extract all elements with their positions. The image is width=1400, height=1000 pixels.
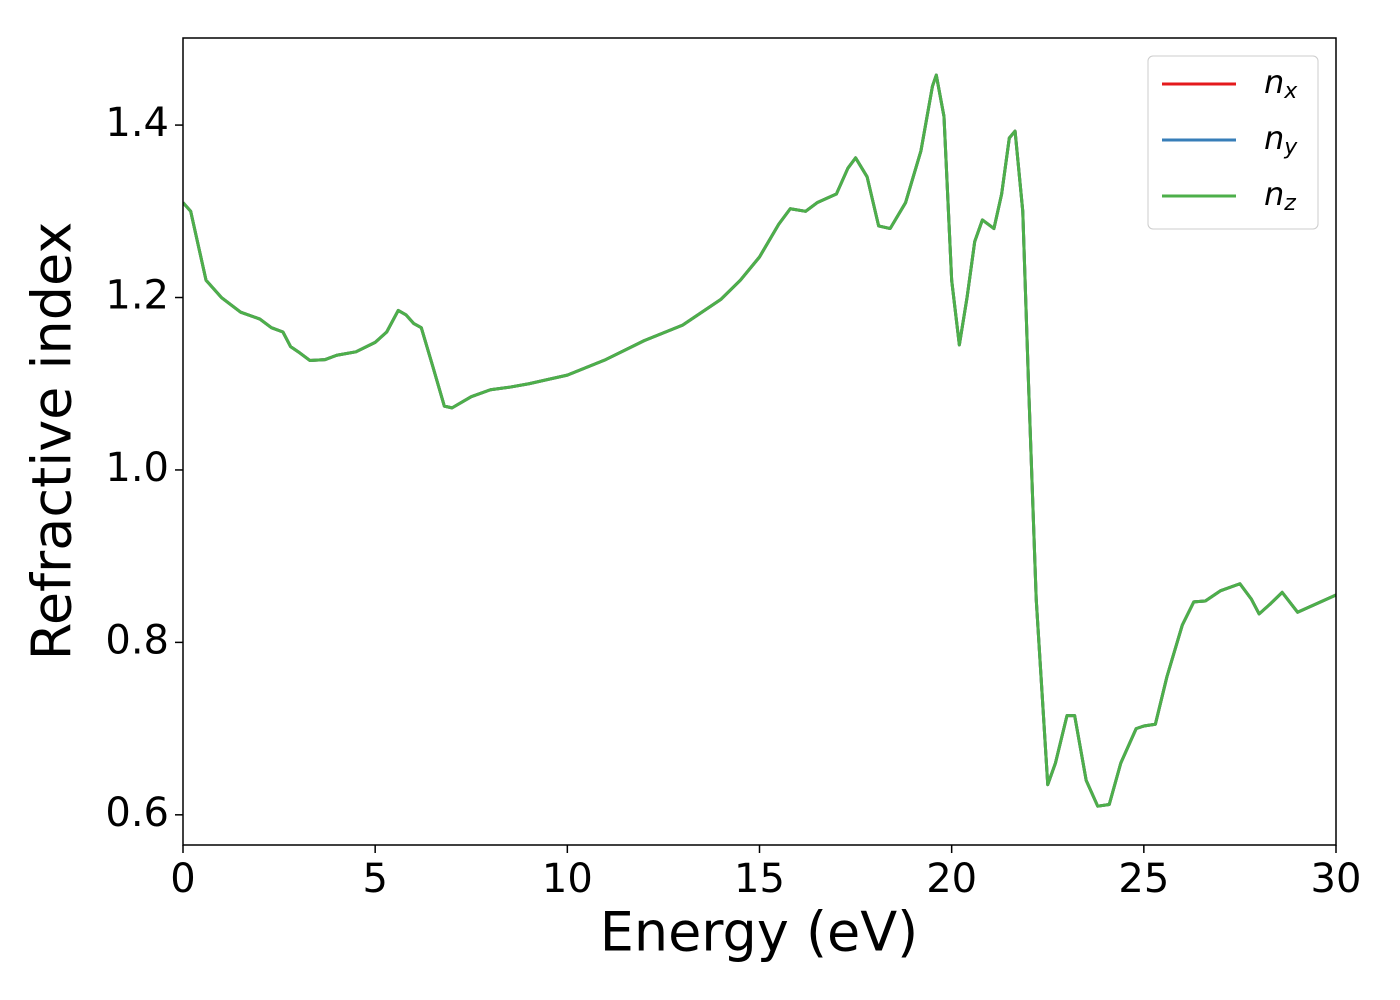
y-tick-label: 0.6	[105, 790, 169, 836]
y-axis-label: Refractive index	[21, 222, 84, 661]
x-tick-label: 20	[926, 856, 977, 902]
plot-frame	[182, 37, 1337, 846]
legend-label: ny	[1264, 119, 1298, 160]
legend-label: nx	[1264, 63, 1298, 104]
line	[183, 73, 1336, 808]
legend-box	[1147, 55, 1319, 230]
y-tick-label: 1.0	[105, 445, 169, 491]
x-tick-label: 0	[170, 856, 195, 902]
y-tick-label: 0.8	[105, 617, 169, 663]
x-tick-label: 10	[542, 856, 593, 902]
x-tick-label: 5	[362, 856, 387, 902]
y-tick-label: 1.2	[105, 273, 169, 319]
x-tick-label: 30	[1311, 856, 1362, 902]
x-axis-label: Energy (eV)	[600, 901, 919, 964]
legend: nx ny nz	[1147, 55, 1319, 230]
x-tick-label: 15	[734, 856, 785, 902]
y-tick-label: 1.4	[105, 100, 169, 146]
x-tick-label: 25	[1118, 856, 1169, 902]
legend-label: nz	[1264, 175, 1296, 216]
